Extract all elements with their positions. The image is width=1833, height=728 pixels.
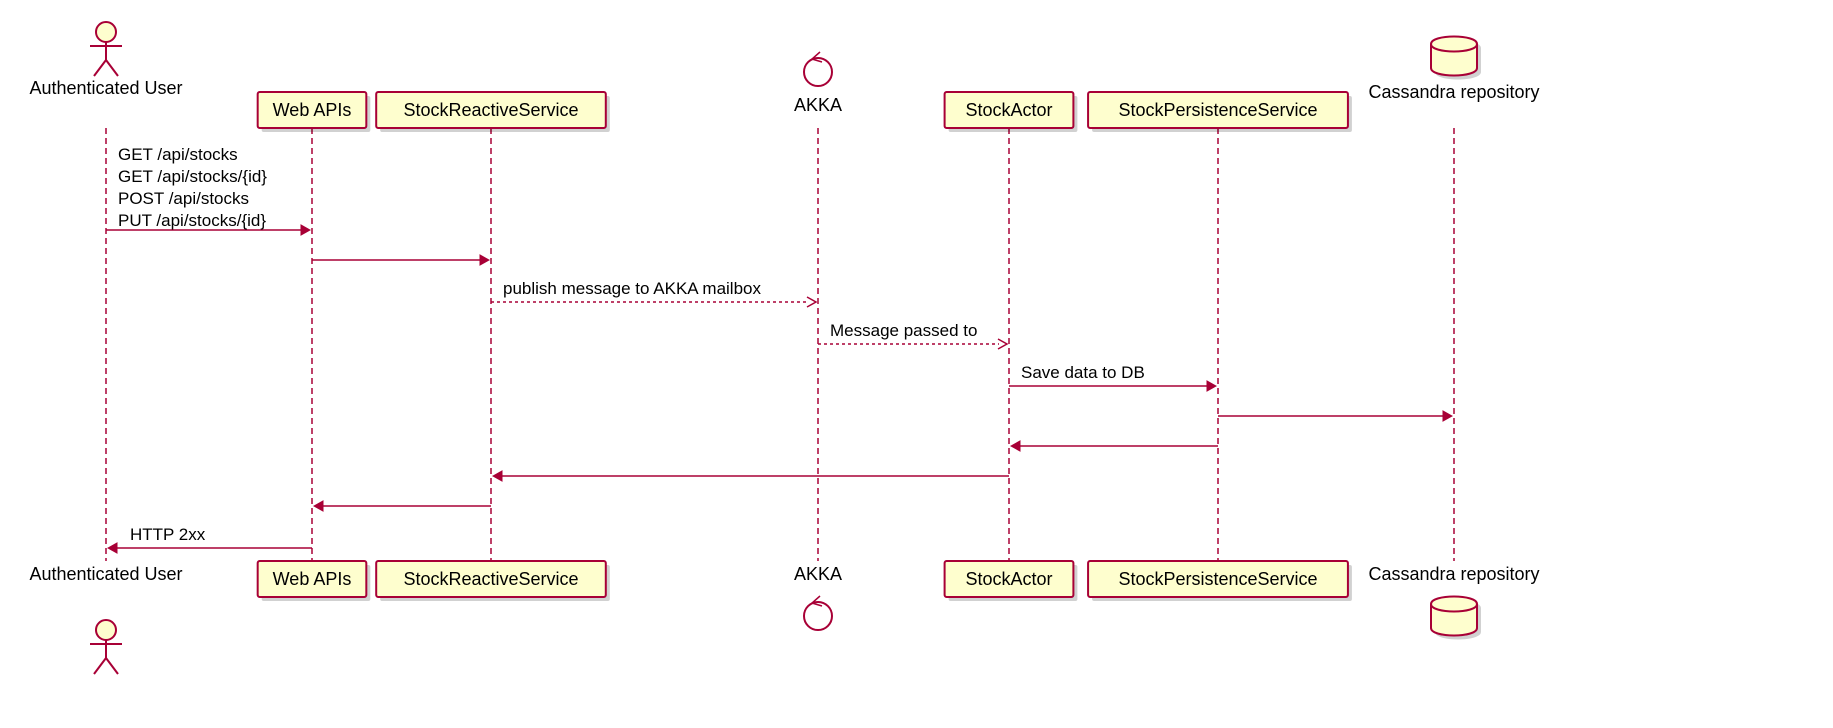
- message-label: Message passed to: [830, 321, 977, 340]
- participant-label: Cassandra repository: [1368, 564, 1539, 584]
- participant-label: StockReactiveService: [403, 569, 578, 589]
- message-label: Save data to DB: [1021, 363, 1145, 382]
- message-label: GET /api/stocks/{id}: [118, 167, 267, 186]
- message-label: publish message to AKKA mailbox: [503, 279, 761, 298]
- participant-label: StockActor: [965, 100, 1052, 120]
- message-label: GET /api/stocks: [118, 145, 238, 164]
- participant-label: Web APIs: [273, 100, 352, 120]
- participant-label: StockReactiveService: [403, 100, 578, 120]
- participant-label: AKKA: [794, 95, 842, 115]
- participant-label: Cassandra repository: [1368, 82, 1539, 102]
- message-label: HTTP 2xx: [130, 525, 206, 544]
- sequence-diagram: Authenticated User Web APIs StockReactiveS…: [0, 0, 1833, 728]
- participant-label: StockPersistenceService: [1118, 569, 1317, 589]
- participant-label: StockActor: [965, 569, 1052, 589]
- message-label: POST /api/stocks: [118, 189, 249, 208]
- participant-label: Authenticated User: [29, 564, 182, 584]
- participant-label: AKKA: [794, 564, 842, 584]
- participant-label: StockPersistenceService: [1118, 100, 1317, 120]
- message-label: PUT /api/stocks/{id}: [118, 211, 266, 230]
- participant-label: Authenticated User: [29, 78, 182, 98]
- participant-label: Web APIs: [273, 569, 352, 589]
